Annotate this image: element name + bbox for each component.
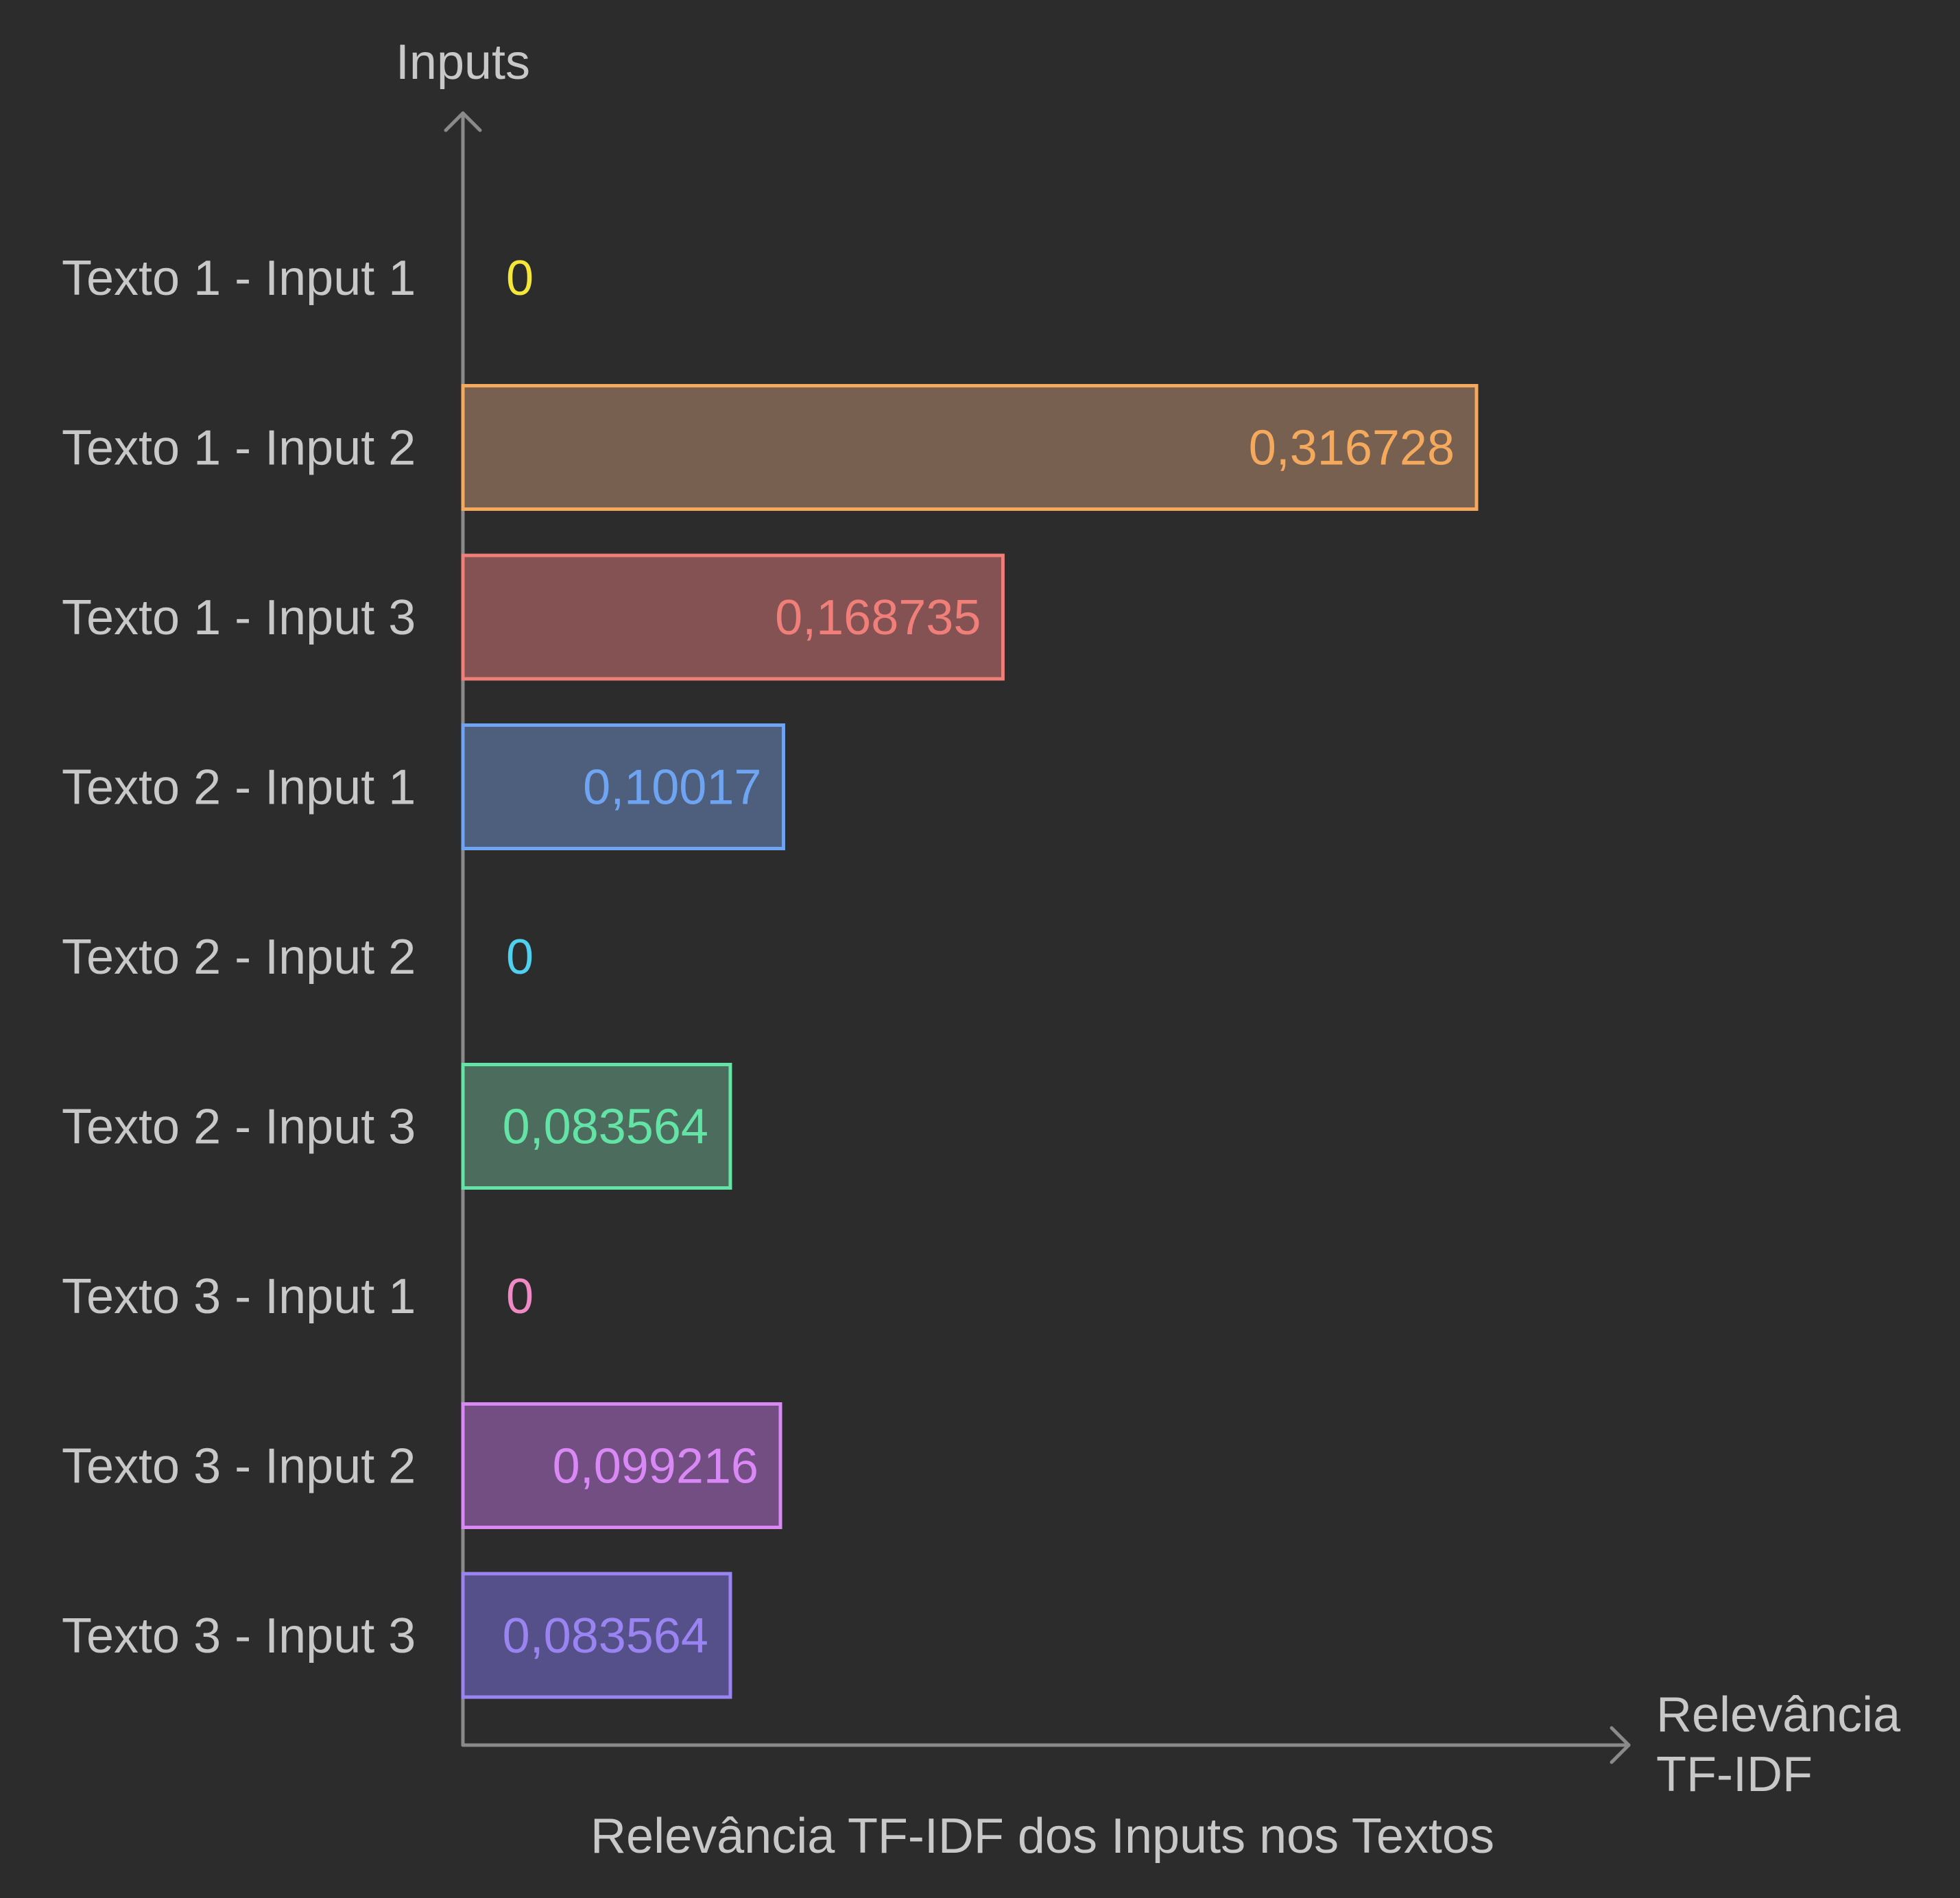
bar <box>461 384 1479 511</box>
bar <box>461 553 1005 681</box>
y-axis-arrow-icon <box>444 111 482 132</box>
x-axis-arrow-icon <box>1610 1726 1631 1764</box>
category-label: Texto 2 - Input 2 <box>62 930 416 985</box>
bars-group: Texto 1 - Input 1 0 Texto 1 - Input 2 0,316… <box>62 251 1479 1699</box>
value-label: 0 <box>506 1269 534 1324</box>
x-axis-title-line-2: TF-IDF <box>1656 1747 1813 1802</box>
value-label: 0,099216 <box>553 1439 758 1494</box>
value-label: 0 <box>506 930 534 985</box>
value-label: 0,10017 <box>583 760 761 815</box>
bar <box>461 723 785 850</box>
chart-title: Relevância TF-IDF dos Inputs nos Textos <box>590 1809 1494 1864</box>
bar <box>461 1572 732 1699</box>
category-label: Texto 2 - Input 3 <box>62 1100 416 1155</box>
bar <box>461 1063 732 1190</box>
bar <box>461 1402 782 1529</box>
x-axis-title-line-1: Relevância <box>1656 1687 1901 1742</box>
value-label: 0,083564 <box>503 1609 708 1663</box>
category-label: Texto 1 - Input 3 <box>62 590 416 645</box>
category-label: Texto 2 - Input 1 <box>62 760 416 815</box>
category-label: Texto 3 - Input 1 <box>62 1269 416 1324</box>
value-label: 0,083564 <box>503 1100 708 1155</box>
category-label: Texto 3 - Input 2 <box>62 1439 416 1494</box>
value-label: 0,316728 <box>1249 421 1455 476</box>
category-label: Texto 1 - Input 1 <box>62 251 416 306</box>
category-label: Texto 3 - Input 3 <box>62 1609 416 1663</box>
y-axis-title: Inputs <box>396 35 530 90</box>
value-label: 0 <box>506 251 534 306</box>
value-label: 0,168735 <box>775 590 981 645</box>
category-label: Texto 1 - Input 2 <box>62 421 416 476</box>
